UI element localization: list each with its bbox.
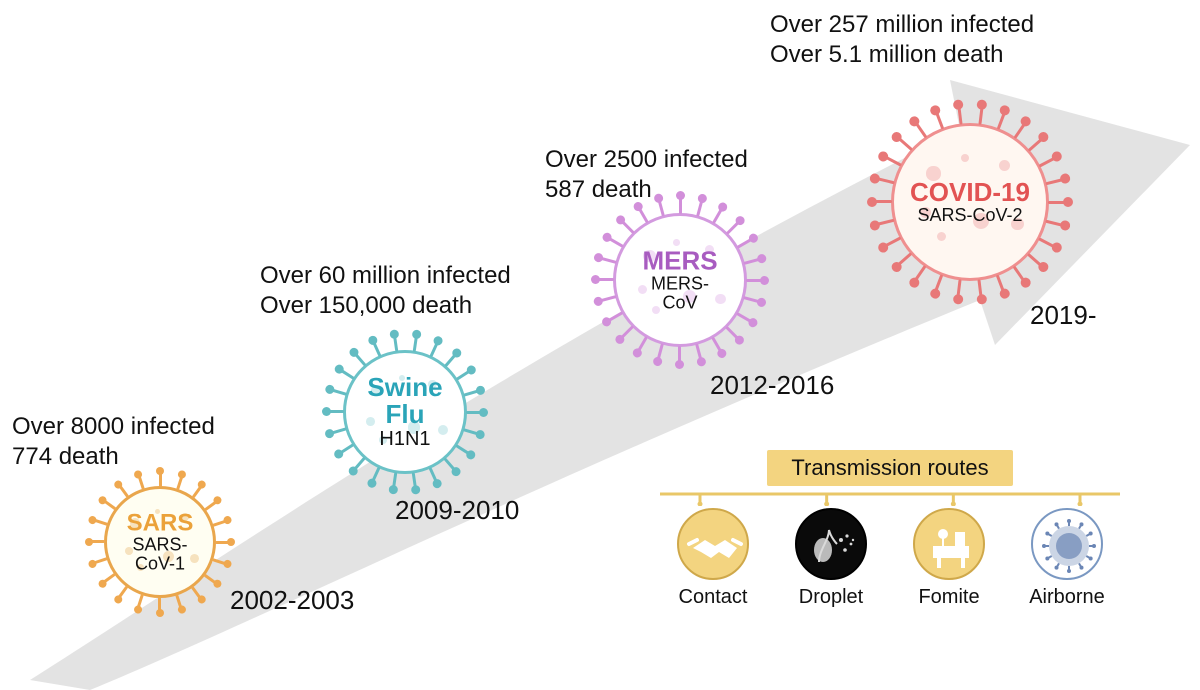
stats-line: Over 150,000 death [260,291,511,321]
virus-body: Swine FluH1N1 [343,350,467,474]
virus-subname: H1N1 [346,429,464,450]
virus-speck [961,154,969,162]
transmission-panel: Transmission routes Contact Droplet [640,450,1140,609]
transmission-item-fomite: Fomite [904,508,994,609]
stats-line: Over 257 million infected [770,10,1034,40]
stats-line: 587 death [545,175,748,205]
virus-name: SARS [107,511,213,536]
virus-name: COVID-19 [894,179,1046,206]
transmission-label: Droplet [799,586,863,609]
virus-label: SARSSARS- CoV-1 [107,511,213,574]
fomite-icon [913,508,985,580]
transmission-rail [640,492,1140,506]
virus-sars: SARSSARS- CoV-1 [104,486,216,598]
stats-covid: Over 257 million infectedOver 5.1 millio… [770,10,1034,70]
virus-speck [999,160,1010,171]
virus-label: Swine FluH1N1 [346,374,464,450]
transmission-header: Transmission routes [767,450,1012,486]
virus-speck [937,232,946,241]
virus-swine: Swine FluH1N1 [343,350,467,474]
virus-subname: MERS- CoV [616,275,744,313]
years-sars: 2002-2003 [230,585,354,616]
virus-body: MERSMERS- CoV [613,213,747,347]
years-mers: 2012-2016 [710,370,834,401]
virus-mers: MERSMERS- CoV [613,213,747,347]
droplet-icon [795,508,867,580]
stats-line: Over 8000 infected [12,412,215,442]
transmission-item-droplet: Droplet [786,508,876,609]
stats-swine: Over 60 million infectedOver 150,000 dea… [260,261,511,321]
virus-body: COVID-19SARS-CoV-2 [891,123,1049,281]
infographic-stage: Transmission routes Contact Droplet [0,0,1200,690]
virus-name: Swine Flu [346,374,464,429]
years-covid: 2019- [1030,300,1097,331]
virus-label: MERSMERS- CoV [616,247,744,312]
transmission-label: Airborne [1029,586,1105,609]
transmission-label: Contact [679,586,748,609]
stats-line: Over 60 million infected [260,261,511,291]
transmission-item-contact: Contact [668,508,758,609]
virus-body: SARSSARS- CoV-1 [104,486,216,598]
transmission-item-airborne: Airborne [1022,508,1112,609]
virus-label: COVID-19SARS-CoV-2 [894,179,1046,225]
years-swine: 2009-2010 [395,495,519,526]
stats-sars: Over 8000 infected774 death [12,412,215,472]
virus-covid: COVID-19SARS-CoV-2 [891,123,1049,281]
stats-mers: Over 2500 infected587 death [545,145,748,205]
virus-name: MERS [616,247,744,274]
contact-icon [677,508,749,580]
airborne-icon [1031,508,1103,580]
stats-line: 774 death [12,442,215,472]
virus-subname: SARS- CoV-1 [107,536,213,574]
stats-line: Over 5.1 million death [770,40,1034,70]
transmission-row: Contact Droplet Fomite [640,508,1140,609]
stats-line: Over 2500 infected [545,145,748,175]
transmission-label: Fomite [918,586,979,609]
virus-subname: SARS-CoV-2 [894,206,1046,225]
